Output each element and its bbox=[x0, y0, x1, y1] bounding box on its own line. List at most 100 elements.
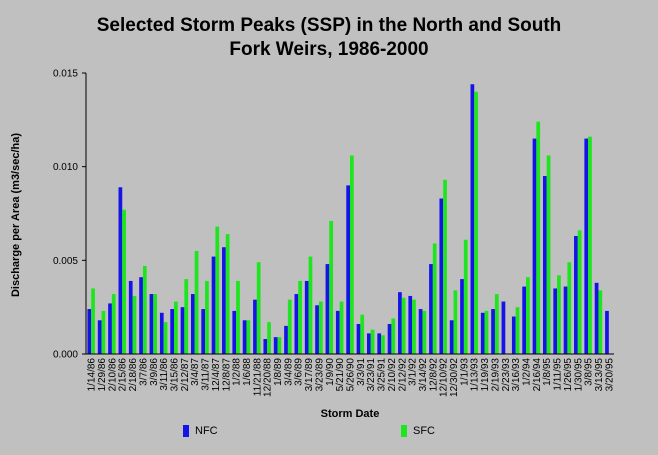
bar-sfc bbox=[463, 239, 468, 354]
bar-sfc bbox=[339, 301, 344, 354]
x-tick-label: 1/2/94 bbox=[522, 358, 533, 386]
bar-nfc bbox=[232, 310, 237, 354]
x-tick-label: 2/15/86 bbox=[118, 358, 129, 392]
bar-nfc bbox=[201, 309, 206, 354]
x-tick-label: 2/10/92 bbox=[387, 358, 398, 392]
x-tick-label: 1/29/86 bbox=[97, 358, 108, 392]
bar-nfc bbox=[584, 138, 589, 354]
x-tick-label: 1/30/95 bbox=[573, 358, 584, 392]
bar-nfc bbox=[408, 295, 413, 354]
bar-sfc bbox=[256, 262, 261, 354]
x-tick-label: 12/30/92 bbox=[449, 358, 460, 397]
x-tick-label: 2/12/87 bbox=[180, 358, 191, 392]
bar-nfc bbox=[346, 185, 350, 354]
bar-nfc bbox=[108, 303, 112, 354]
bar-sfc bbox=[267, 322, 271, 354]
bar-nfc bbox=[253, 299, 257, 354]
bar-nfc bbox=[159, 312, 164, 354]
bar-nfc bbox=[398, 292, 402, 354]
x-tick-label: 3/4/89 bbox=[283, 358, 294, 386]
x-tick-label: 3/16/93 bbox=[511, 358, 522, 392]
bar-nfc bbox=[211, 256, 216, 354]
bar-nfc bbox=[149, 294, 154, 354]
bar-nfc bbox=[387, 324, 392, 354]
x-tick-label: 3/7/86 bbox=[138, 358, 149, 386]
bar-nfc bbox=[594, 282, 599, 354]
bar-sfc bbox=[318, 301, 323, 354]
x-tick-label: 3/9/86 bbox=[149, 358, 160, 386]
x-tick-label: 5/21/90 bbox=[335, 358, 346, 392]
x-tick-label: 1/2/88 bbox=[232, 358, 243, 386]
bar-sfc bbox=[132, 295, 137, 354]
bar-sfc bbox=[588, 136, 592, 354]
bar-sfc bbox=[184, 279, 189, 354]
bar-sfc bbox=[153, 294, 158, 354]
x-tick-label: 3/3/91 bbox=[356, 358, 367, 386]
bar-nfc bbox=[542, 176, 547, 354]
bar-sfc bbox=[391, 318, 396, 354]
bar-sfc bbox=[142, 265, 147, 354]
bar-nfc bbox=[574, 235, 578, 354]
x-tick-label: 3/23/91 bbox=[366, 358, 377, 392]
x-tick-label: 12/20/88 bbox=[263, 358, 274, 397]
legend-swatch-nfc bbox=[183, 425, 189, 437]
bar-nfc bbox=[501, 301, 506, 354]
bar-nfc bbox=[491, 309, 495, 354]
bar-nfc bbox=[304, 280, 309, 354]
bar-nfc bbox=[511, 316, 516, 354]
bar-sfc bbox=[381, 335, 385, 354]
bar-sfc bbox=[277, 337, 282, 354]
x-tick-label: 1/13/93 bbox=[470, 358, 481, 392]
x-tick-label: 1/11/95 bbox=[553, 358, 564, 391]
bar-nfc bbox=[315, 305, 319, 354]
bar-sfc bbox=[412, 299, 416, 354]
bar-nfc bbox=[139, 277, 143, 354]
bar-sfc bbox=[526, 277, 530, 354]
bar-nfc bbox=[97, 320, 102, 354]
x-tick-label: 1/14/86 bbox=[87, 358, 98, 392]
bar-sfc bbox=[546, 155, 551, 354]
bar-sfc bbox=[163, 322, 168, 354]
x-tick-label: 3/11/87 bbox=[201, 358, 212, 391]
x-tick-label: 2/12/92 bbox=[397, 358, 408, 392]
x-tick-label: 11/21/88 bbox=[252, 358, 263, 397]
bar-sfc bbox=[401, 297, 406, 354]
bar-nfc bbox=[356, 324, 361, 354]
bar-sfc bbox=[205, 280, 209, 354]
x-tick-label: 12/4/87 bbox=[211, 358, 222, 392]
y-tick-label: 0.005 bbox=[53, 256, 78, 267]
x-tick-label: 3/14/92 bbox=[418, 358, 429, 392]
y-tick-label: 0.000 bbox=[53, 350, 78, 361]
x-tick-label: 2/19/93 bbox=[490, 358, 501, 392]
legend-item-sfc: SFC bbox=[401, 425, 435, 437]
bar-nfc bbox=[180, 307, 185, 354]
bar-sfc bbox=[557, 275, 561, 354]
x-tick-label: 5/26/90 bbox=[346, 358, 357, 392]
x-tick-label: 12/8/87 bbox=[221, 358, 232, 392]
x-tick-label: 1/19/93 bbox=[480, 358, 491, 392]
bar-nfc bbox=[170, 309, 174, 354]
bar-sfc bbox=[484, 310, 489, 354]
x-tick-label: 3/13/95 bbox=[594, 358, 605, 392]
chart-title-line-1: Selected Storm Peaks (SSP) in the North … bbox=[96, 15, 562, 36]
x-tick-label: 3/1/92 bbox=[408, 358, 419, 386]
x-tick-label: 3/17/89 bbox=[304, 358, 315, 392]
x-tick-label: 3/25/91 bbox=[377, 358, 388, 392]
bar-nfc bbox=[449, 320, 454, 354]
bar-sfc bbox=[246, 320, 251, 354]
bar-sfc bbox=[287, 299, 292, 354]
bar-nfc bbox=[242, 320, 247, 354]
x-tick-label: 12/10/92 bbox=[439, 358, 450, 397]
x-tick-label: 3/4/87 bbox=[190, 358, 201, 386]
bar-nfc bbox=[366, 333, 371, 354]
bar-nfc bbox=[325, 264, 330, 354]
bar-sfc bbox=[174, 301, 178, 354]
chart-title: Selected Storm Peaks (SSP) in the North … bbox=[0, 14, 658, 62]
bar-nfc bbox=[605, 310, 609, 354]
x-tick-label: 1/1/93 bbox=[459, 358, 470, 386]
bar-sfc bbox=[453, 290, 458, 354]
bar-nfc bbox=[118, 187, 123, 354]
bar-sfc bbox=[350, 155, 354, 354]
bar-sfc bbox=[329, 220, 334, 354]
bar-nfc bbox=[553, 288, 558, 354]
